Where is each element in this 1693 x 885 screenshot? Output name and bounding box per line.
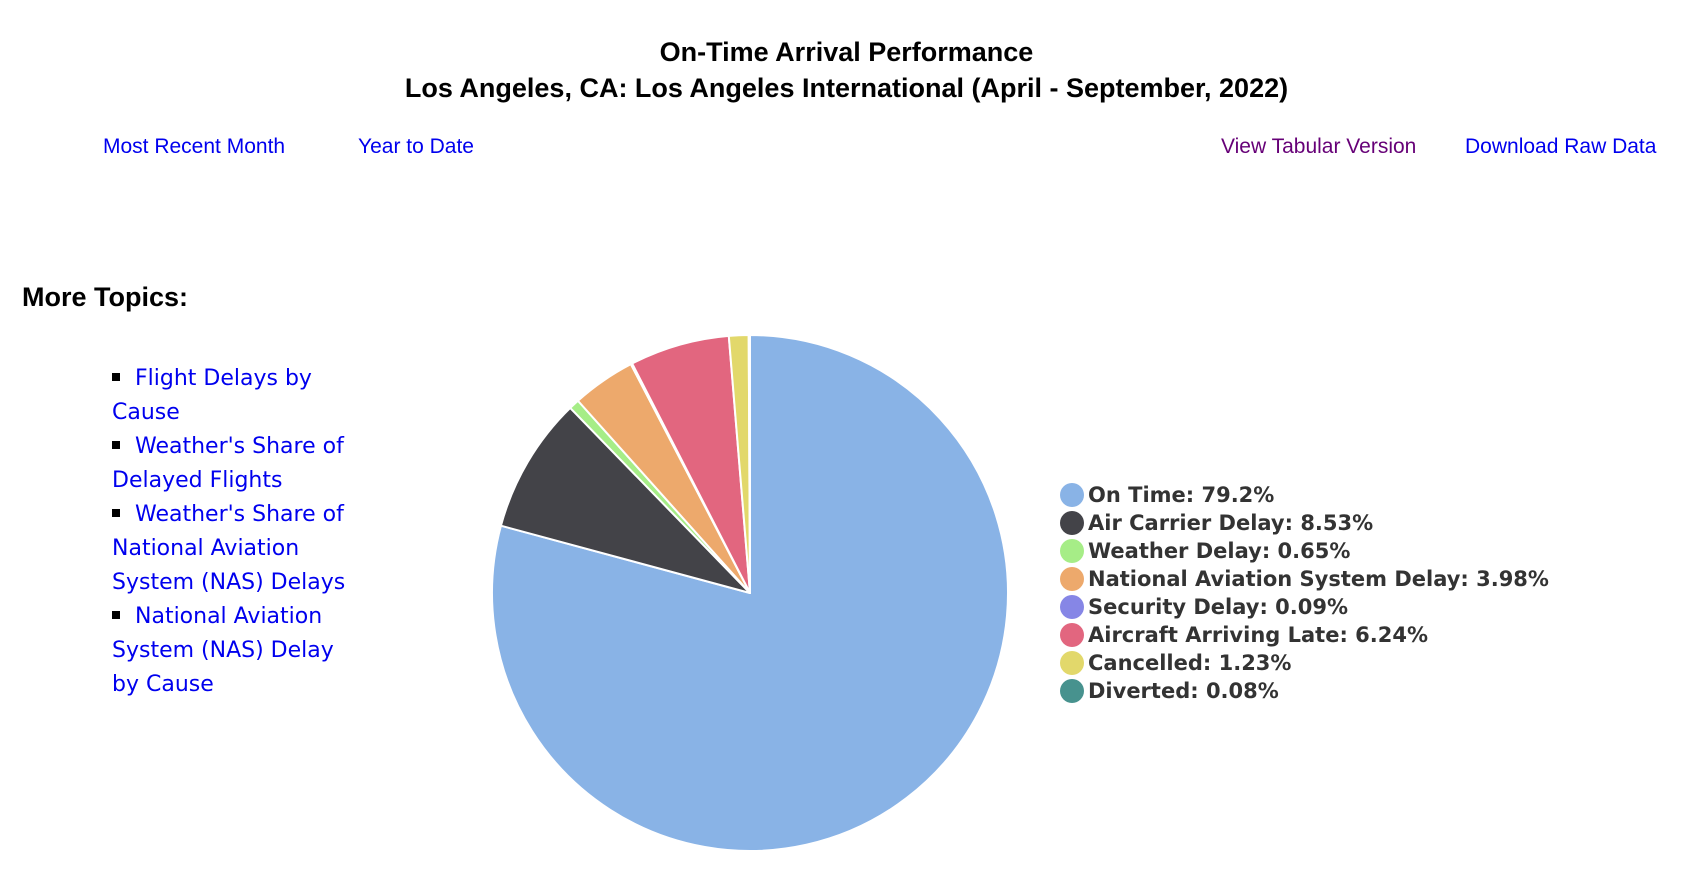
legend-label: National Aviation System Delay: 3.98% <box>1088 567 1549 591</box>
legend-item-diverted[interactable]: Diverted: 0.08% <box>1060 677 1549 705</box>
legend-swatch-icon <box>1060 623 1084 647</box>
legend-swatch-icon <box>1060 595 1084 619</box>
topic-link-weather-share-delayed-flights[interactable]: Weather's Share of Delayed Flights <box>112 434 344 493</box>
bullet-icon <box>112 509 120 517</box>
legend-item-air-carrier-delay[interactable]: Air Carrier Delay: 8.53% <box>1060 509 1549 537</box>
legend-label: On Time: 79.2% <box>1088 483 1275 507</box>
legend-label: Aircraft Arriving Late: 6.24% <box>1088 623 1429 647</box>
chart-legend: On Time: 79.2% Air Carrier Delay: 8.53% We… <box>1060 481 1549 705</box>
topic-item: Weather's Share of Delayed Flights <box>112 430 352 498</box>
bullet-icon <box>112 373 120 381</box>
pie-slice-air-carrier-delay[interactable] <box>499 406 751 594</box>
pie-slice-diverted[interactable] <box>747 333 751 594</box>
chart-title: On-Time Arrival Performance Los Angeles,… <box>0 34 1693 106</box>
legend-label: Diverted: 0.08% <box>1088 679 1279 703</box>
more-topics-heading: More Topics: <box>22 282 189 312</box>
pie-slice-on-time[interactable] <box>491 334 1009 852</box>
year-to-date-link[interactable]: Year to Date <box>358 135 474 158</box>
topic-item: National Aviation System (NAS) Delay by … <box>112 600 352 702</box>
bullet-icon <box>112 611 120 619</box>
legend-item-cancelled[interactable]: Cancelled: 1.23% <box>1060 649 1549 677</box>
legend-label: Air Carrier Delay: 8.53% <box>1088 511 1374 535</box>
legend-label: Weather Delay: 0.65% <box>1088 539 1351 563</box>
most-recent-month-link[interactable]: Most Recent Month <box>103 135 286 158</box>
legend-swatch-icon <box>1060 651 1084 675</box>
legend-item-weather-delay[interactable]: Weather Delay: 0.65% <box>1060 537 1549 565</box>
topic-item: Flight Delays by Cause <box>112 362 352 430</box>
legend-item-on-time[interactable]: On Time: 79.2% <box>1060 481 1549 509</box>
more-topics-list: Flight Delays by Cause Weather's Share o… <box>112 362 352 702</box>
legend-swatch-icon <box>1060 483 1084 507</box>
topic-link-flight-delays-by-cause[interactable]: Flight Delays by Cause <box>112 366 312 425</box>
view-tabular-version-link[interactable]: View Tabular Version <box>1221 135 1417 158</box>
legend-swatch-icon <box>1060 539 1084 563</box>
legend-item-security-delay[interactable]: Security Delay: 0.09% <box>1060 593 1549 621</box>
download-raw-data-link[interactable]: Download Raw Data <box>1465 135 1657 158</box>
legend-item-national-aviation-system-delay[interactable]: National Aviation System Delay: 3.98% <box>1060 565 1549 593</box>
topic-link-nas-delay-by-cause[interactable]: National Aviation System (NAS) Delay by … <box>112 604 334 697</box>
bullet-icon <box>112 441 120 449</box>
legend-swatch-icon <box>1060 567 1084 591</box>
legend-swatch-icon <box>1060 679 1084 703</box>
legend-label: Cancelled: 1.23% <box>1088 651 1292 675</box>
legend-label: Security Delay: 0.09% <box>1088 595 1349 619</box>
legend-item-aircraft-arriving-late[interactable]: Aircraft Arriving Late: 6.24% <box>1060 621 1549 649</box>
legend-swatch-icon <box>1060 511 1084 535</box>
title-line-2: Los Angeles, CA: Los Angeles Internation… <box>404 73 1289 103</box>
topic-item: Weather's Share of National Aviation Sys… <box>112 498 352 600</box>
topic-link-weather-share-nas-delays[interactable]: Weather's Share of National Aviation Sys… <box>112 502 346 595</box>
title-line-1: On-Time Arrival Performance <box>659 37 1034 67</box>
